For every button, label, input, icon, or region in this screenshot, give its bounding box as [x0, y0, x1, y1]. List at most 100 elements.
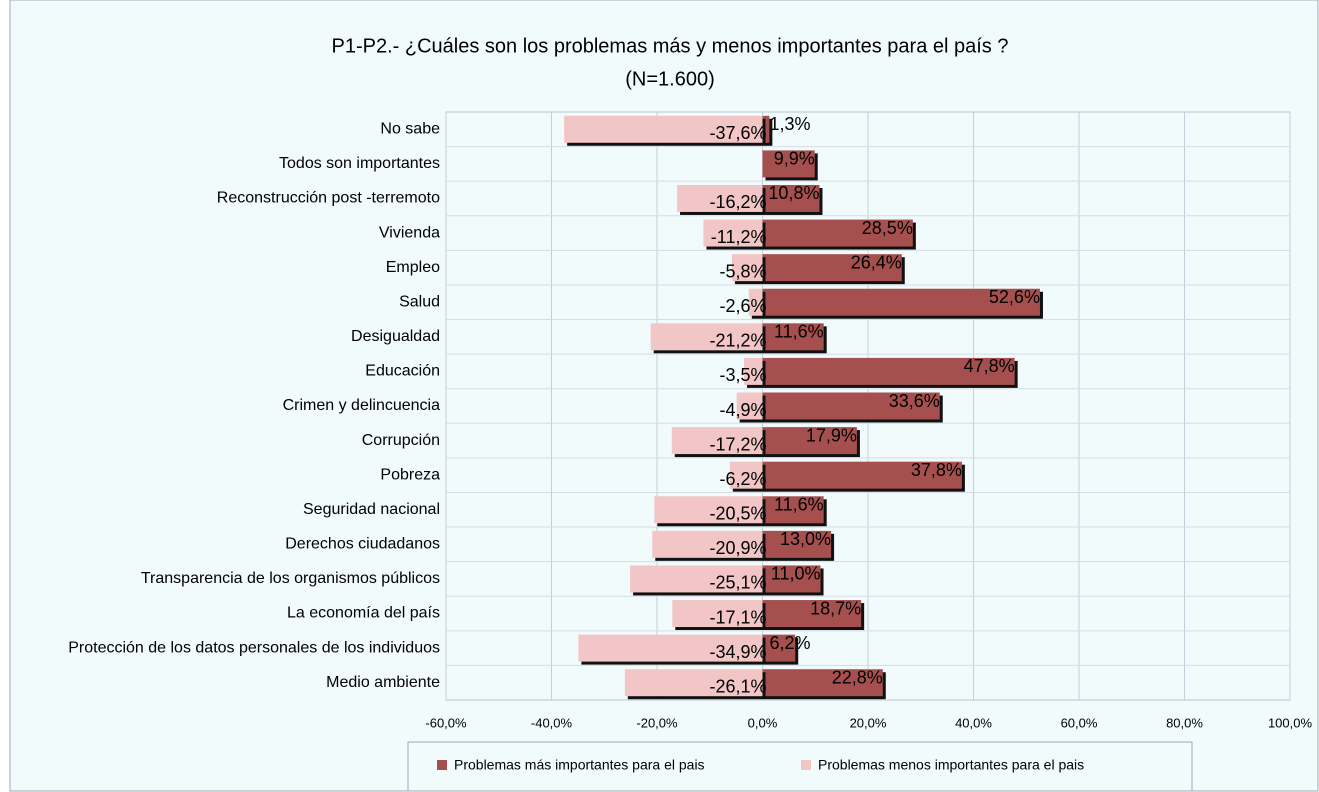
data-label: 11,6%	[774, 322, 824, 342]
chart-subtitle: (N=1.600)	[625, 68, 715, 90]
x-tick-label: -40,0%	[531, 715, 573, 730]
legend-swatch	[437, 760, 447, 770]
data-label: -26,1%	[709, 676, 766, 696]
x-tick-label: 100,0%	[1268, 715, 1313, 730]
data-label: -11,2%	[711, 227, 767, 247]
y-tick-label: Transparencia de los organismos públicos	[141, 570, 440, 587]
data-label: 37,8%	[911, 460, 962, 480]
y-tick-label: Todos son importantes	[279, 155, 440, 172]
y-tick-label: Educación	[365, 363, 440, 380]
bar	[652, 530, 763, 558]
bar	[762, 600, 862, 628]
data-label: -20,9%	[709, 538, 766, 558]
x-tick-label: 40,0%	[955, 715, 992, 730]
y-tick-label: Corrupción	[362, 432, 440, 449]
bar	[703, 219, 763, 247]
data-label: 33,6%	[889, 391, 940, 411]
data-label: 10,8%	[768, 183, 819, 203]
data-label: 11,0%	[771, 564, 821, 584]
bar	[762, 565, 821, 593]
bar	[762, 634, 796, 662]
bar	[762, 288, 1040, 316]
data-label: -5,8%	[719, 261, 766, 281]
bar	[677, 184, 763, 212]
data-label: 13,0%	[780, 529, 831, 549]
bar	[731, 254, 763, 282]
y-tick-label: Salud	[399, 293, 440, 310]
bar	[762, 323, 824, 351]
bar	[762, 496, 824, 524]
bar	[762, 427, 857, 455]
legend-box	[407, 741, 1193, 792]
y-tick-label: Reconstrucción post -terremoto	[217, 190, 440, 207]
y-tick-label: Derechos ciudadanos	[285, 536, 440, 553]
data-label: 47,8%	[964, 356, 1015, 376]
bar	[762, 254, 902, 282]
y-tick-label: Empleo	[386, 259, 440, 276]
y-tick-label: La economía del país	[287, 605, 440, 622]
data-label: 26,4%	[851, 252, 902, 272]
y-tick-label: Seguridad nacional	[303, 501, 440, 518]
data-label: 11,6%	[774, 495, 824, 515]
data-label: 18,7%	[810, 598, 861, 618]
y-tick-label: No sabe	[380, 121, 440, 138]
data-label: 9,9%	[774, 149, 815, 169]
data-label: 1,3%	[769, 114, 810, 134]
data-label: 17,9%	[806, 425, 857, 445]
bar	[762, 530, 832, 558]
x-tick-label: -20,0%	[636, 715, 678, 730]
bar	[650, 323, 763, 351]
data-label: -3,5%	[719, 365, 766, 385]
bar	[564, 115, 763, 143]
legend-label: Problemas más importantes para el pais	[454, 757, 705, 773]
x-tick-label: 80,0%	[1166, 715, 1203, 730]
y-tick-label: Pobreza	[380, 466, 440, 483]
data-label: -17,1%	[709, 607, 766, 627]
y-tick-label: Protección de los datos personales de lo…	[68, 639, 440, 656]
y-tick-label: Crimen y delincuencia	[283, 397, 441, 414]
data-label: -20,5%	[709, 504, 766, 524]
bar	[671, 427, 763, 455]
data-label: -6,2%	[719, 469, 766, 489]
bar	[630, 565, 763, 593]
data-label: 22,8%	[832, 667, 883, 687]
data-label: 6,2%	[769, 633, 810, 653]
data-label: -17,2%	[709, 434, 766, 454]
bar	[654, 496, 763, 524]
data-label: -16,2%	[709, 192, 766, 212]
data-label: -4,9%	[719, 400, 766, 420]
bar	[762, 461, 962, 489]
bar	[762, 669, 883, 697]
chart-title: P1-P2.- ¿Cuáles son los problemas más y …	[332, 35, 1009, 57]
data-label: -34,9%	[709, 642, 766, 662]
legend-label: Problemas menos importantes para el pais	[818, 757, 1084, 773]
bar	[762, 219, 913, 247]
y-tick-label: Desigualdad	[351, 328, 440, 345]
bar	[762, 184, 820, 212]
data-label: -37,6%	[709, 123, 766, 143]
x-tick-label: 20,0%	[850, 715, 887, 730]
bar	[736, 392, 763, 420]
bar	[762, 392, 940, 420]
data-label: -21,2%	[709, 331, 766, 351]
data-label: -25,1%	[709, 573, 766, 593]
y-tick-label: Medio ambiente	[326, 674, 440, 691]
bar	[762, 357, 1015, 385]
y-tick-label: Vivienda	[379, 224, 440, 241]
bar	[729, 461, 763, 489]
x-tick-label: -60,0%	[425, 715, 467, 730]
data-label: -2,6%	[719, 296, 766, 316]
bar	[744, 357, 763, 385]
bar	[672, 600, 763, 628]
bar	[762, 150, 815, 178]
bar	[748, 288, 763, 316]
data-label: 52,6%	[989, 287, 1040, 307]
bar	[624, 669, 763, 697]
x-tick-label: 60,0%	[1061, 715, 1098, 730]
bar	[578, 634, 763, 662]
legend-swatch	[801, 760, 811, 770]
bar	[762, 115, 770, 143]
x-tick-label: 0,0%	[748, 715, 778, 730]
data-label: 28,5%	[862, 218, 913, 238]
